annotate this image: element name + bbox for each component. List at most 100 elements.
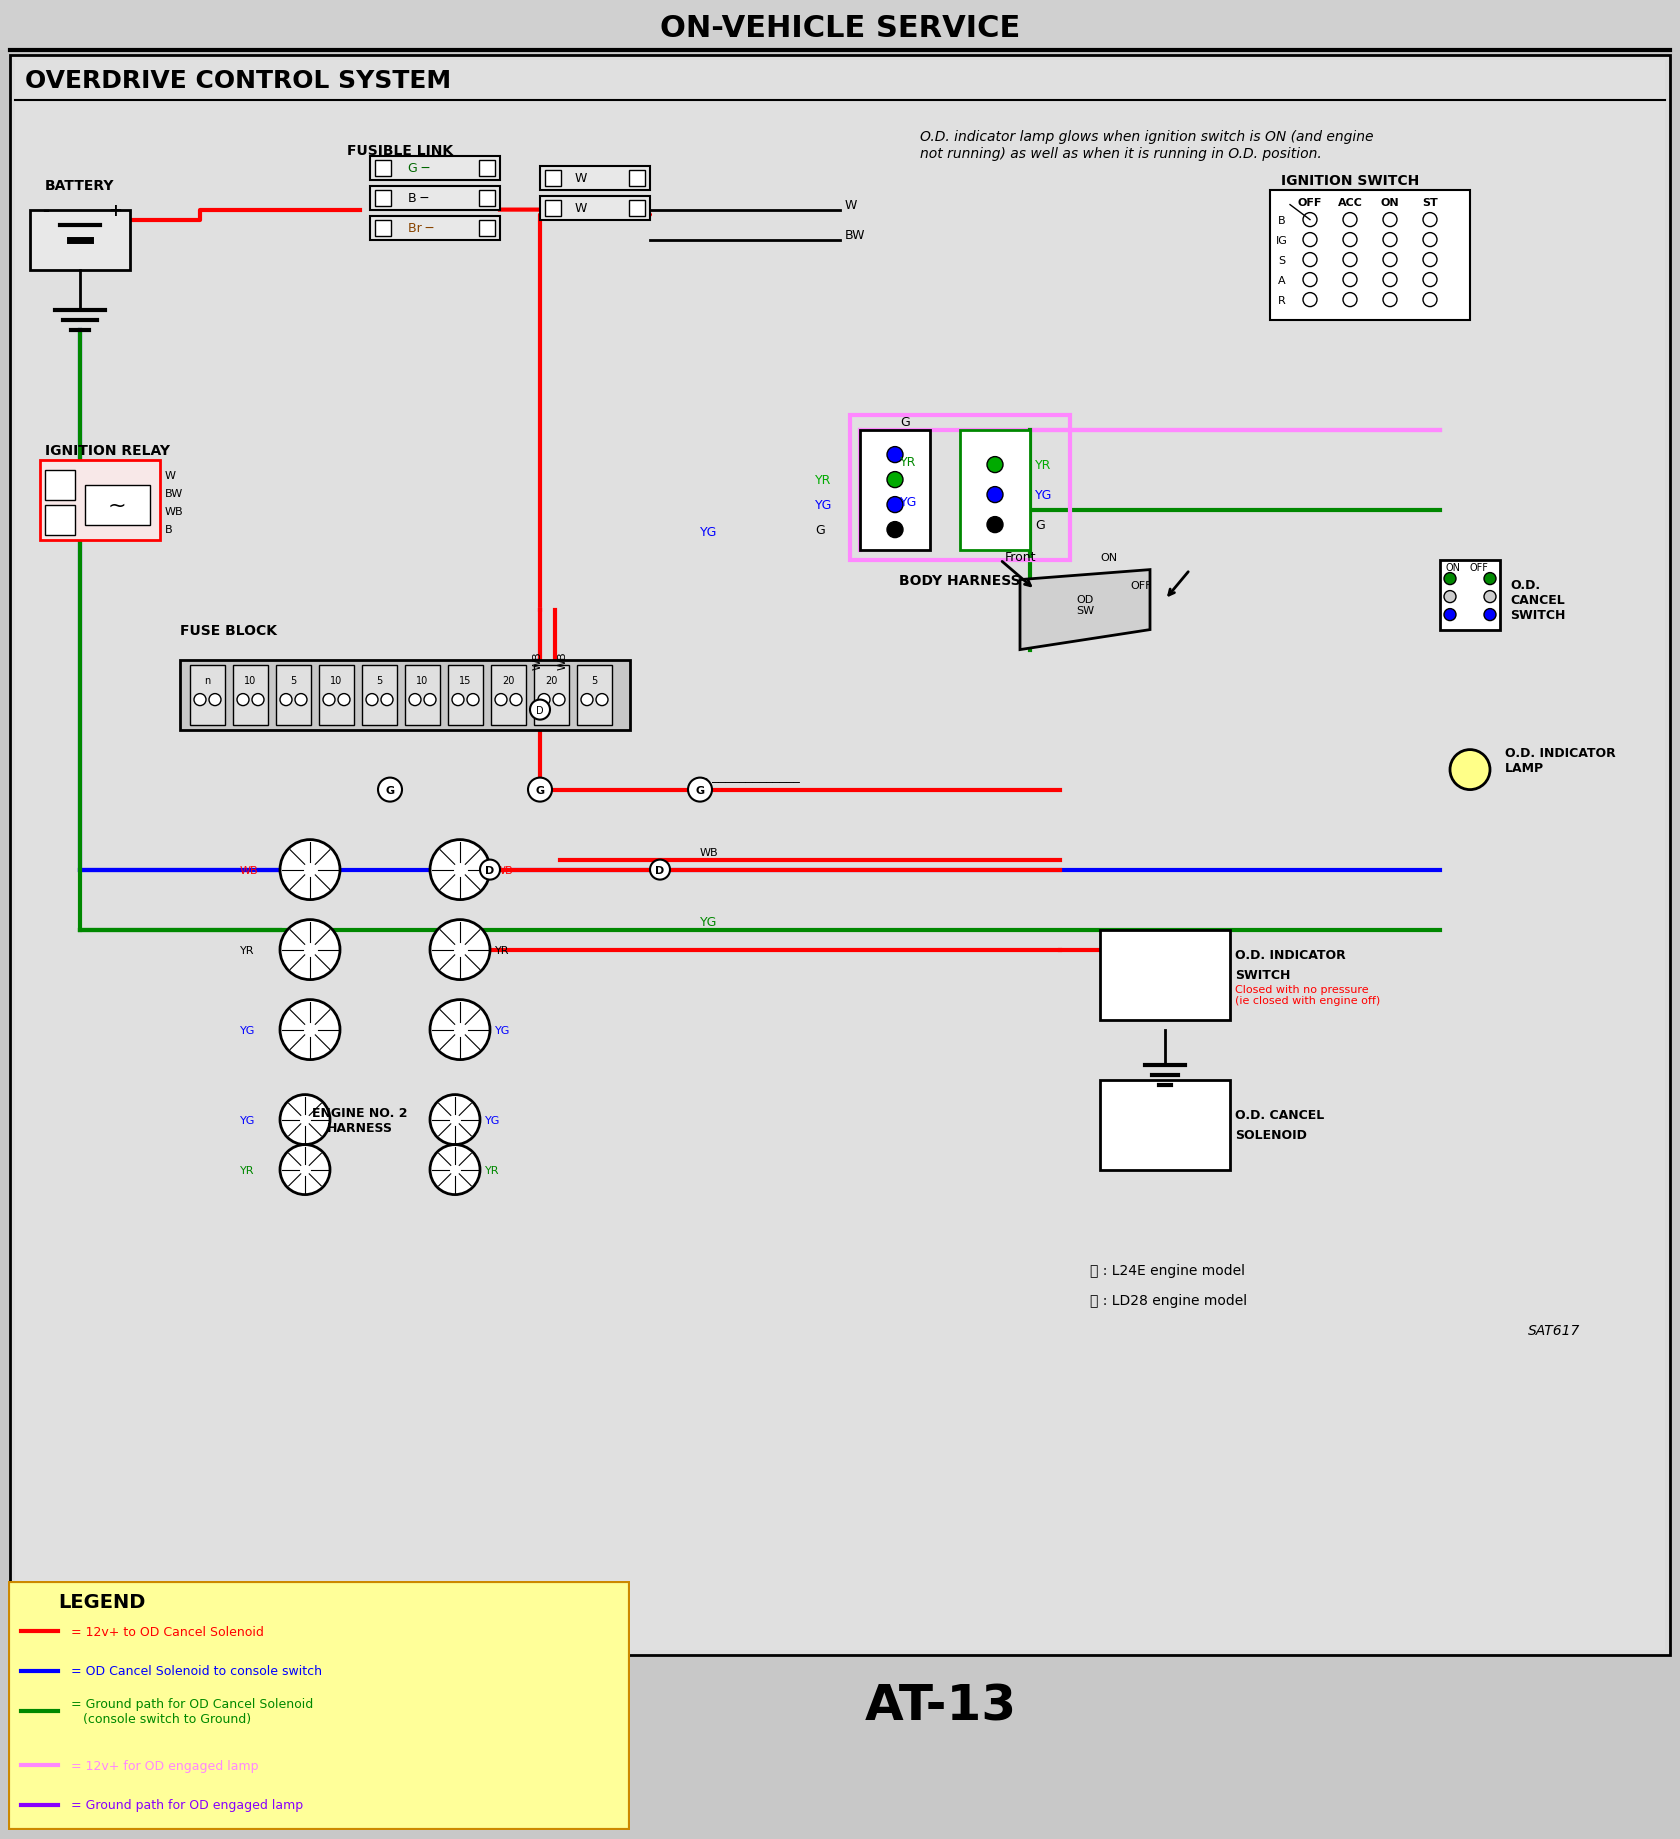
Text: OD
SW: OD SW — [1075, 594, 1094, 616]
Bar — [319, 666, 354, 725]
Text: ON: ON — [1445, 563, 1460, 572]
Circle shape — [408, 693, 422, 706]
Bar — [276, 666, 311, 725]
Bar — [0, 0, 1680, 50]
Circle shape — [430, 840, 491, 899]
Bar — [375, 160, 391, 177]
Bar — [234, 666, 269, 725]
Text: = 12v+ for OD engaged lamp: = 12v+ for OD engaged lamp — [71, 1758, 259, 1771]
Text: YR: YR — [486, 1164, 499, 1175]
Circle shape — [1445, 592, 1457, 603]
Circle shape — [511, 693, 522, 706]
Text: A: A — [1278, 276, 1285, 285]
Circle shape — [252, 693, 264, 706]
Circle shape — [1383, 274, 1398, 287]
Text: 10: 10 — [329, 675, 343, 686]
Bar — [40, 460, 160, 541]
Circle shape — [988, 487, 1003, 504]
Circle shape — [1450, 750, 1490, 791]
Bar — [1100, 1079, 1230, 1170]
Text: OFF: OFF — [1131, 581, 1151, 590]
Circle shape — [1483, 592, 1495, 603]
Circle shape — [323, 693, 334, 706]
Circle shape — [1304, 254, 1317, 267]
Text: YR: YR — [815, 474, 832, 487]
Bar — [479, 221, 496, 237]
Text: SAT617: SAT617 — [1527, 1322, 1579, 1337]
Bar — [370, 156, 501, 180]
Text: G: G — [1035, 519, 1045, 531]
Text: ON: ON — [1381, 197, 1399, 208]
Bar — [628, 171, 645, 186]
Text: D: D — [536, 704, 544, 715]
Text: AT-13: AT-13 — [865, 1681, 1016, 1730]
Circle shape — [296, 693, 307, 706]
Circle shape — [193, 693, 207, 706]
Bar — [860, 430, 931, 550]
Text: B: B — [1278, 215, 1285, 226]
Circle shape — [553, 693, 564, 706]
Text: G: G — [696, 785, 704, 794]
Text: = OD Cancel Solenoid to console switch: = OD Cancel Solenoid to console switch — [71, 1664, 321, 1677]
Text: Ⓓ : LD28 engine model: Ⓓ : LD28 engine model — [1090, 1293, 1247, 1308]
Bar — [850, 416, 1070, 561]
Text: BW: BW — [165, 489, 183, 498]
Text: 5: 5 — [376, 675, 381, 686]
Bar — [959, 430, 1030, 550]
Circle shape — [1423, 254, 1436, 267]
Bar — [45, 471, 76, 500]
Text: O.D.
CANCEL
SWITCH: O.D. CANCEL SWITCH — [1510, 579, 1566, 622]
Text: 15: 15 — [459, 675, 470, 686]
Bar — [180, 660, 630, 730]
Text: O.D. INDICATOR: O.D. INDICATOR — [1235, 949, 1346, 962]
Circle shape — [496, 693, 507, 706]
Circle shape — [452, 693, 464, 706]
Text: WB: WB — [558, 651, 568, 669]
Bar — [539, 167, 650, 191]
Bar — [370, 186, 501, 210]
Bar — [375, 221, 391, 237]
Text: G ─────────────: G ───────────── — [701, 778, 800, 787]
Text: = Ground path for OD engaged lamp: = Ground path for OD engaged lamp — [71, 1799, 302, 1811]
Bar — [539, 197, 650, 221]
Text: YR: YR — [900, 456, 916, 469]
Circle shape — [689, 778, 712, 802]
Circle shape — [281, 840, 339, 899]
Circle shape — [1304, 294, 1317, 307]
Bar — [534, 666, 570, 725]
Circle shape — [281, 920, 339, 980]
Bar — [375, 191, 391, 206]
Circle shape — [423, 693, 437, 706]
Bar — [370, 217, 501, 241]
Text: BODY HARNESS: BODY HARNESS — [899, 574, 1021, 587]
Text: +: + — [108, 202, 123, 219]
Text: Ⓖ : L24E engine model: Ⓖ : L24E engine model — [1090, 1263, 1245, 1276]
Circle shape — [1445, 574, 1457, 585]
Text: = Ground path for OD Cancel Solenoid
   (console switch to Ground): = Ground path for OD Cancel Solenoid (co… — [71, 1697, 312, 1725]
Text: O.D. CANCEL: O.D. CANCEL — [1235, 1109, 1324, 1122]
Text: YG: YG — [701, 526, 717, 539]
Circle shape — [338, 693, 349, 706]
Text: W: W — [845, 199, 857, 211]
Circle shape — [529, 780, 549, 800]
Text: YG: YG — [496, 1024, 511, 1035]
Circle shape — [1342, 274, 1357, 287]
Text: BATTERY: BATTERY — [45, 178, 114, 193]
Text: YR: YR — [496, 945, 509, 954]
Text: IG: IG — [1277, 235, 1289, 245]
Text: R: R — [1278, 296, 1285, 305]
Circle shape — [281, 1000, 339, 1059]
Circle shape — [528, 778, 553, 802]
Text: YR: YR — [240, 945, 254, 954]
Circle shape — [1342, 234, 1357, 248]
Text: Front: Front — [1005, 550, 1037, 563]
Circle shape — [1423, 213, 1436, 228]
Text: LEGEND: LEGEND — [59, 1593, 146, 1611]
Circle shape — [480, 861, 501, 881]
Text: G ─: G ─ — [408, 162, 430, 175]
Circle shape — [887, 447, 904, 463]
Text: SWITCH: SWITCH — [1235, 969, 1290, 982]
Circle shape — [381, 693, 393, 706]
Circle shape — [430, 1000, 491, 1059]
Bar — [479, 191, 496, 206]
